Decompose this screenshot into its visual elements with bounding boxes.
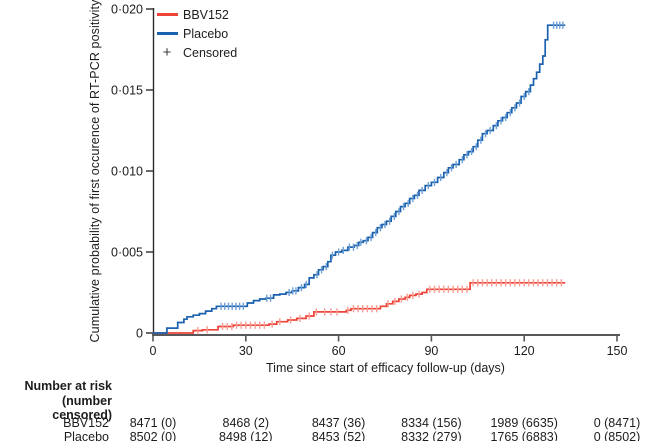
x-tick-label: 30 bbox=[239, 344, 253, 358]
bbv152-curve bbox=[153, 281, 566, 334]
placebo-curve bbox=[153, 24, 566, 334]
risk-value: 0 (8471) bbox=[593, 416, 641, 430]
y-tick-label: 0 bbox=[136, 327, 143, 341]
risk-value: 8453 (52) bbox=[311, 430, 366, 441]
y-axis-title: Cumulative probability of first occurenc… bbox=[88, 0, 102, 343]
risk-value: 8437 (36) bbox=[311, 416, 366, 430]
placebo-line-swatch bbox=[154, 32, 180, 35]
x-tick-label: 150 bbox=[607, 344, 628, 358]
risk-value: 1989 (6635) bbox=[490, 416, 558, 430]
risk-value: 8498 (12) bbox=[219, 430, 273, 441]
x-tick-label: 120 bbox=[514, 344, 535, 358]
x-tick-label: 90 bbox=[424, 344, 438, 358]
risk-value: 8471 (0) bbox=[129, 416, 177, 430]
x-tick-label: 0 bbox=[150, 344, 157, 358]
risk-value: 8502 (0) bbox=[129, 430, 177, 441]
risk-row-label-bbv152: BBV152 bbox=[63, 416, 109, 430]
risk-value: 8468 (2) bbox=[222, 416, 270, 430]
x-axis-title: Time since start of efficacy follow-up (… bbox=[266, 361, 505, 375]
risk-row-label-placebo: Placebo bbox=[63, 430, 109, 441]
legend-label-placebo: Placebo bbox=[183, 26, 229, 41]
risk-value: 1765 (6883) bbox=[490, 430, 558, 441]
legend-label-censored: Censored bbox=[183, 45, 238, 60]
risk-table-header-line1: Number at risk bbox=[24, 379, 112, 393]
censored-plus-icon: + bbox=[162, 44, 172, 61]
legend-item-bbv152: BBV152 bbox=[154, 5, 237, 24]
legend-label-bbv152: BBV152 bbox=[183, 7, 229, 22]
bbv152-line-swatch bbox=[154, 13, 180, 16]
y-tick-label: 0·005 bbox=[111, 246, 143, 260]
y-tick-label: 0·015 bbox=[111, 84, 143, 98]
risk-table-header: Number at risk (number censored) bbox=[0, 379, 112, 423]
legend: BBV152 Placebo + Censored bbox=[154, 5, 237, 62]
risk-table-header-line2: (number censored) bbox=[52, 393, 112, 423]
y-tick-label: 0·010 bbox=[111, 165, 143, 179]
risk-value: 8334 (156) bbox=[401, 416, 462, 430]
risk-value: 0 (8502) bbox=[593, 430, 641, 441]
risk-value: 8332 (279) bbox=[401, 430, 462, 441]
legend-item-censored: + Censored bbox=[154, 43, 238, 62]
x-tick-label: 60 bbox=[332, 344, 346, 358]
y-tick-label: 0·020 bbox=[111, 3, 143, 17]
legend-item-placebo: Placebo bbox=[154, 24, 237, 43]
